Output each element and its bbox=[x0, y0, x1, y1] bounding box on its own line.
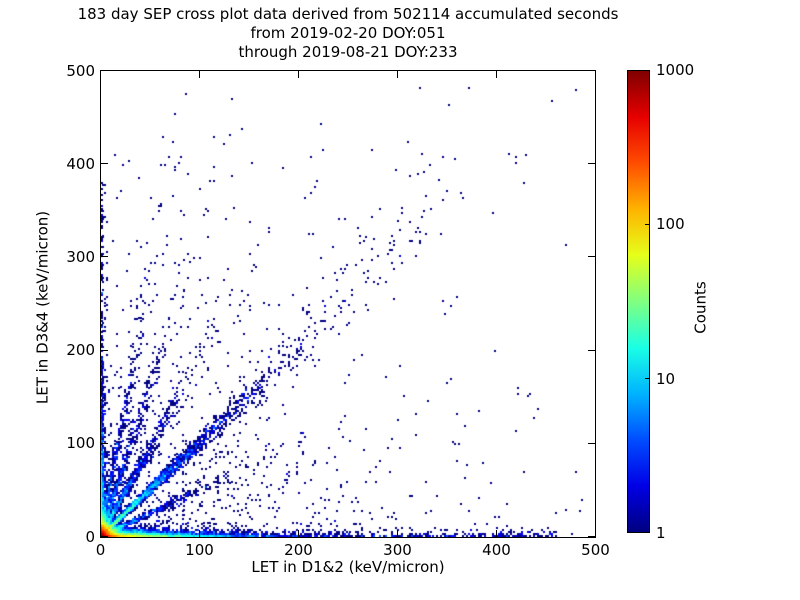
y-tick-mark bbox=[101, 256, 108, 258]
colorbar bbox=[627, 70, 650, 533]
x-tick-mark bbox=[298, 530, 299, 537]
y-tick-mark bbox=[101, 536, 108, 537]
x-tick-label: 500 bbox=[581, 541, 610, 559]
y-tick-label: 500 bbox=[66, 61, 95, 80]
x-tick-label: 200 bbox=[284, 541, 313, 559]
x-tick-label: 400 bbox=[482, 541, 511, 559]
x-axis-label: LET in D1&2 (keV/micron) bbox=[251, 558, 445, 576]
x-tick-mark-top bbox=[496, 71, 497, 78]
y-tick-mark bbox=[101, 442, 108, 444]
colorbar-tick-mark bbox=[645, 223, 650, 225]
y-tick-label: 0 bbox=[85, 527, 95, 546]
scatter-canvas bbox=[101, 71, 595, 537]
x-tick-label: 0 bbox=[95, 541, 106, 559]
y-tick-mark-right bbox=[588, 349, 595, 351]
colorbar-label: Counts bbox=[691, 281, 710, 334]
y-tick-mark-right bbox=[588, 70, 595, 71]
y-axis-label: LET in D3&4 (keV/micron) bbox=[33, 210, 52, 405]
y-tick-label: 400 bbox=[66, 154, 95, 173]
y-tick-mark bbox=[101, 163, 108, 165]
x-tick-mark bbox=[595, 530, 596, 537]
colorbar-tick-label: 100 bbox=[656, 215, 685, 234]
x-tick-mark-top bbox=[397, 71, 398, 78]
colorbar-tick-mark bbox=[645, 378, 650, 380]
colorbar-tick-label: 10 bbox=[656, 369, 676, 388]
y-tick-mark-right bbox=[588, 536, 595, 537]
y-tick-label: 100 bbox=[66, 434, 95, 453]
x-tick-mark-top bbox=[100, 71, 101, 78]
title-line-2: from 2019-02-20 DOY:051 bbox=[250, 24, 446, 42]
y-tick-mark-right bbox=[588, 442, 595, 444]
y-tick-label: 200 bbox=[66, 341, 95, 360]
y-tick-label: 300 bbox=[66, 247, 95, 266]
title-line-1: 183 day SEP cross plot data derived from… bbox=[77, 5, 619, 23]
chart-title: 183 day SEP cross plot data derived from… bbox=[48, 5, 648, 62]
title-line-3: through 2019-08-21 DOY:233 bbox=[238, 43, 458, 61]
colorbar-tick-label: 1 bbox=[656, 524, 666, 542]
x-tick-mark-top bbox=[199, 71, 200, 78]
x-tick-label: 300 bbox=[383, 541, 412, 559]
x-tick-label: 100 bbox=[185, 541, 214, 559]
y-tick-mark-right bbox=[588, 163, 595, 165]
x-tick-mark bbox=[199, 530, 200, 537]
y-tick-mark bbox=[101, 349, 108, 351]
x-tick-mark bbox=[496, 530, 497, 537]
x-tick-mark bbox=[397, 530, 398, 537]
x-tick-mark bbox=[100, 530, 101, 537]
colorbar-tick-label: 1000 bbox=[656, 61, 695, 79]
y-tick-mark bbox=[101, 70, 108, 71]
x-tick-mark-top bbox=[298, 71, 299, 78]
y-tick-mark-right bbox=[588, 256, 595, 258]
x-tick-mark-top bbox=[595, 71, 596, 78]
